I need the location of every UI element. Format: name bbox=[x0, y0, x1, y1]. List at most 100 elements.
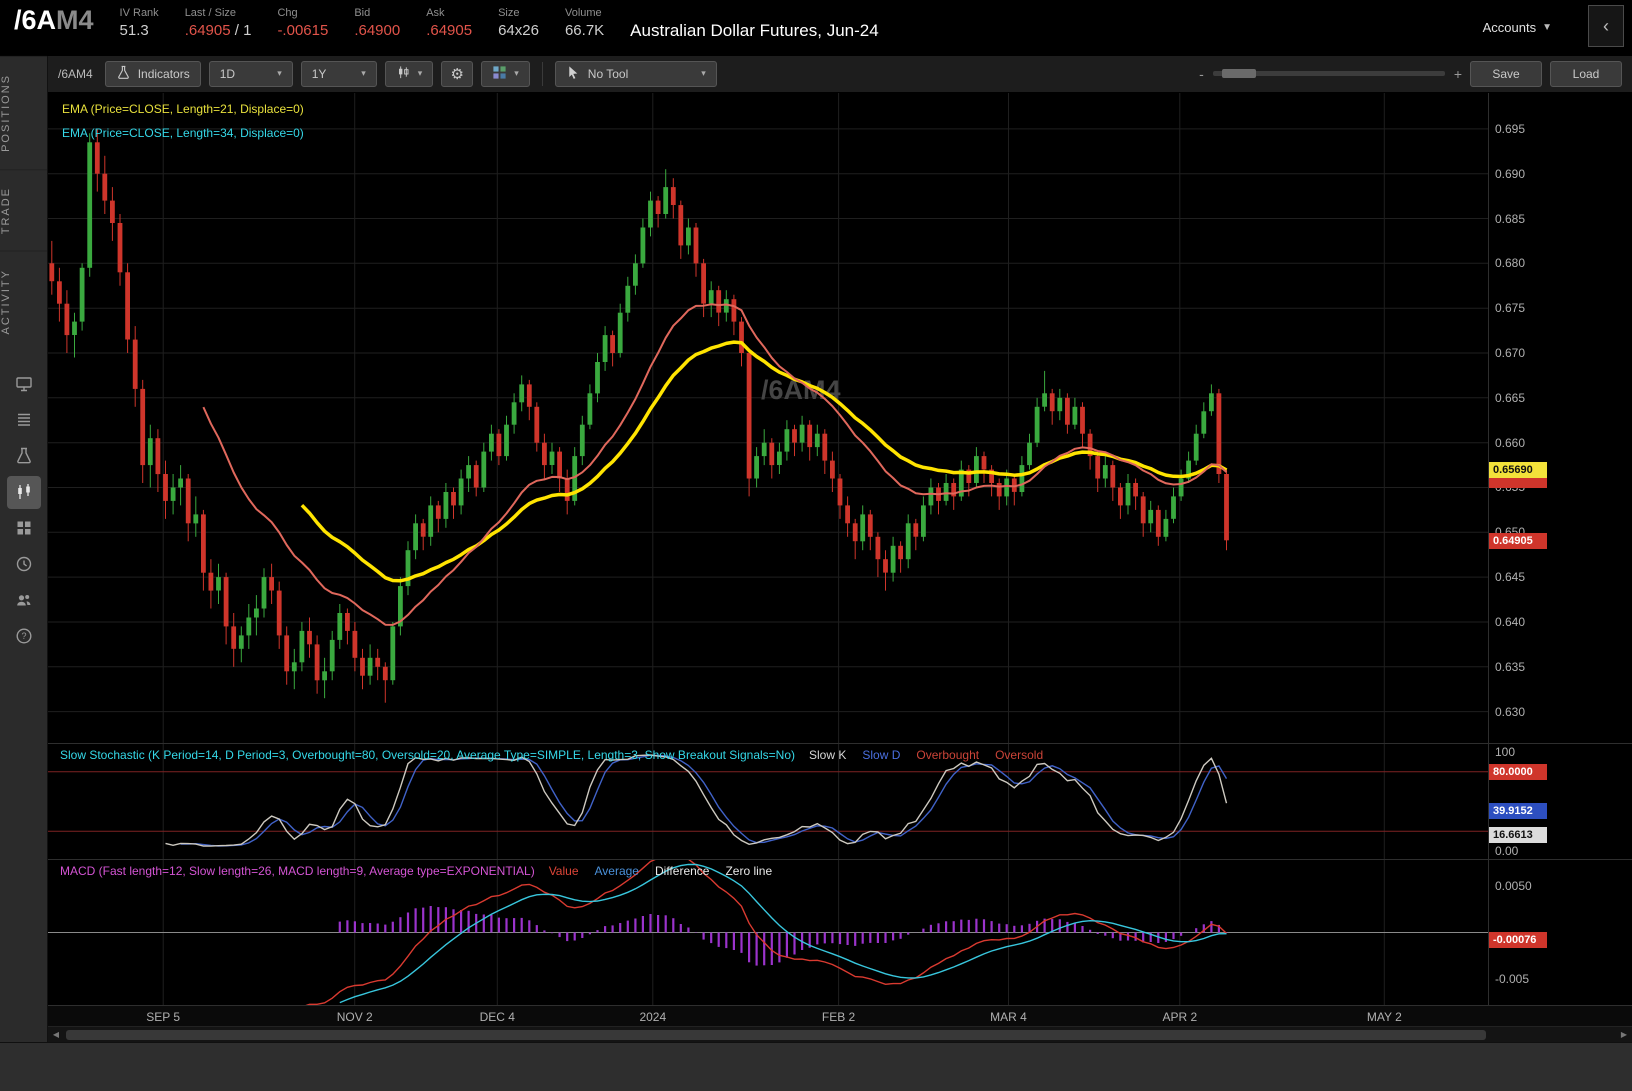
left-sidebar: POSITIONS TRADE ACTIVITY ? bbox=[0, 56, 48, 1042]
macd-legend: ValueAverageDifferenceZero line bbox=[549, 864, 772, 878]
save-button[interactable]: Save bbox=[1470, 61, 1542, 87]
zoom-out-button[interactable]: - bbox=[1199, 66, 1204, 82]
indicators-button[interactable]: Indicators bbox=[105, 61, 201, 87]
chart-icon[interactable] bbox=[7, 476, 41, 509]
axis-tick: 0.640 bbox=[1495, 615, 1525, 629]
chevron-left-icon: ‹ bbox=[1603, 16, 1609, 37]
zoom-in-button[interactable]: + bbox=[1454, 66, 1462, 82]
range-value: 1Y bbox=[312, 67, 327, 81]
stochastic-legend: Slow KSlow DOverboughtOversold bbox=[809, 748, 1043, 762]
stochastic-header: Slow Stochastic (K Period=14, D Period=3… bbox=[60, 748, 1043, 762]
ema2-study-label[interactable]: EMA (Price=CLOSE, Length=34, Displace=0) bbox=[62, 126, 304, 140]
range-dropdown[interactable]: 1Y ▾ bbox=[301, 61, 377, 87]
chart-type-dropdown[interactable]: ▾ bbox=[385, 61, 434, 87]
axis-tick: 0.0050 bbox=[1495, 879, 1532, 893]
ema1-study-label[interactable]: EMA (Price=CLOSE, Length=21, Displace=0) bbox=[62, 102, 304, 116]
sidebar-tab-positions[interactable]: POSITIONS bbox=[0, 56, 47, 169]
stochastic-plot[interactable]: Slow Stochastic (K Period=14, D Period=3… bbox=[48, 744, 1488, 859]
macd-panel: MACD (Fast length=12, Slow length=26, MA… bbox=[48, 859, 1632, 1005]
field-label: IV Rank bbox=[120, 7, 159, 19]
stochastic-study-label[interactable]: Slow Stochastic (K Period=14, D Period=3… bbox=[60, 748, 795, 762]
drawing-tool-dropdown[interactable]: No Tool ▾ bbox=[555, 61, 717, 87]
x-axis-label: NOV 2 bbox=[337, 1010, 373, 1024]
field-value: 64x26 bbox=[498, 22, 539, 39]
chevron-down-icon: ▾ bbox=[514, 68, 519, 79]
macd-canvas[interactable] bbox=[48, 860, 1488, 1005]
accounts-dropdown[interactable]: Accounts ▼ bbox=[1483, 5, 1552, 35]
x-axis-label: MAY 2 bbox=[1367, 1010, 1402, 1024]
gear-icon: ⚙ bbox=[451, 65, 464, 83]
axis-tick: 0.670 bbox=[1495, 346, 1525, 360]
macd-study-label[interactable]: MACD (Fast length=12, Slow length=26, MA… bbox=[60, 864, 535, 878]
svg-text:/6AM4: /6AM4 bbox=[761, 375, 841, 405]
stochastic-axis[interactable]: 1000.0080.000039.915216.6613 bbox=[1488, 744, 1632, 859]
price-plot[interactable]: EMA (Price=CLOSE, Length=21, Displace=0)… bbox=[48, 93, 1488, 743]
field-value: .64905 bbox=[426, 22, 472, 39]
stochastic-panel: Slow Stochastic (K Period=14, D Period=3… bbox=[48, 743, 1632, 859]
cursor-icon bbox=[566, 65, 581, 83]
macd-plot[interactable]: MACD (Fast length=12, Slow length=26, MA… bbox=[48, 860, 1488, 1005]
symbol-month: M4 bbox=[56, 5, 94, 35]
ladder-icon[interactable] bbox=[7, 404, 41, 437]
clock-icon[interactable] bbox=[7, 548, 41, 581]
axis-badge: 80.0000 bbox=[1489, 764, 1547, 780]
legend-item: Overbought bbox=[916, 748, 979, 762]
zoom-slider-handle[interactable] bbox=[1222, 69, 1256, 78]
x-axis-label: 2024 bbox=[639, 1010, 666, 1024]
axis-tick: 0.00 bbox=[1495, 844, 1518, 858]
users-icon[interactable] bbox=[7, 584, 41, 617]
axis-badge: 16.6613 bbox=[1489, 827, 1547, 843]
monitor-icon[interactable] bbox=[7, 368, 41, 401]
axis-tick: 0.675 bbox=[1495, 301, 1525, 315]
iv-rank-field: IV Rank 51.3 bbox=[120, 5, 159, 39]
axis-tick: 0.635 bbox=[1495, 660, 1525, 674]
axis-tick: 0.690 bbox=[1495, 167, 1525, 181]
beaker-icon[interactable] bbox=[7, 440, 41, 473]
macd-axis[interactable]: 0.0050-0.005-0.00076 bbox=[1488, 860, 1632, 1005]
price-chart-canvas[interactable]: /6AM4 bbox=[48, 93, 1488, 743]
grid-icon[interactable] bbox=[7, 512, 41, 545]
legend-item: Slow K bbox=[809, 748, 846, 762]
scroll-left-icon[interactable]: ◀ bbox=[48, 1030, 64, 1039]
bottom-status-strip bbox=[0, 1042, 1632, 1091]
layout-grid-dropdown[interactable]: ▾ bbox=[481, 61, 530, 87]
main-row: POSITIONS TRADE ACTIVITY ? /6AM4 Indicat… bbox=[0, 56, 1632, 1042]
grid-layout-icon bbox=[492, 65, 507, 83]
sidebar-tab-trade[interactable]: TRADE bbox=[0, 169, 47, 251]
collapse-panel-button[interactable]: ‹ bbox=[1588, 5, 1624, 47]
quote-header: /6AM4 IV Rank 51.3 Last / Size .64905 / … bbox=[0, 0, 1632, 56]
toolbar-symbol-label: /6AM4 bbox=[58, 67, 93, 81]
chart-toolbar: /6AM4 Indicators 1D ▾ 1Y ▾ ▾ ⚙ bbox=[48, 56, 1632, 93]
zoom-slider[interactable] bbox=[1213, 71, 1445, 76]
timeframe-dropdown[interactable]: 1D ▾ bbox=[209, 61, 293, 87]
scrollbar-thumb[interactable] bbox=[66, 1030, 1486, 1040]
axis-tick: 0.685 bbox=[1495, 212, 1525, 226]
help-icon[interactable]: ? bbox=[7, 620, 41, 653]
legend-item: Difference bbox=[655, 864, 709, 878]
axis-badge: 0.64905 bbox=[1489, 533, 1547, 549]
field-value: 51.3 bbox=[120, 22, 159, 39]
chevron-down-icon: ▾ bbox=[277, 68, 282, 79]
field-value: .64900 bbox=[354, 22, 400, 39]
field-label: Chg bbox=[277, 7, 328, 19]
field-suffix: / 1 bbox=[231, 22, 252, 39]
size-field: Size 64x26 bbox=[498, 5, 539, 39]
toolbar-divider bbox=[542, 62, 543, 86]
field-value: 66.7K bbox=[565, 22, 604, 39]
sidebar-tab-activity[interactable]: ACTIVITY bbox=[0, 251, 47, 352]
svg-text:?: ? bbox=[21, 631, 26, 641]
field-value: .64905 bbox=[185, 22, 231, 39]
legend-item: Value bbox=[549, 864, 579, 878]
chg-field: Chg -.00615 bbox=[277, 5, 328, 39]
time-axis[interactable]: SEP 5NOV 2DEC 42024FEB 2MAR 4APR 2MAY 2 bbox=[48, 1005, 1632, 1026]
chart-settings-button[interactable]: ⚙ bbox=[441, 61, 473, 87]
load-button[interactable]: Load bbox=[1550, 61, 1622, 87]
axis-tick: 0.680 bbox=[1495, 256, 1525, 270]
chart-scrollbar[interactable]: ◀ ▶ bbox=[48, 1026, 1632, 1042]
scroll-right-icon[interactable]: ▶ bbox=[1616, 1030, 1632, 1039]
candlestick-icon bbox=[396, 65, 411, 83]
x-axis-label: FEB 2 bbox=[822, 1010, 855, 1024]
axis-tick: 0.630 bbox=[1495, 705, 1525, 719]
price-axis[interactable]: 0.6950.6900.6850.6800.6750.6700.6650.660… bbox=[1488, 93, 1632, 743]
field-label: Last / Size bbox=[185, 7, 252, 19]
